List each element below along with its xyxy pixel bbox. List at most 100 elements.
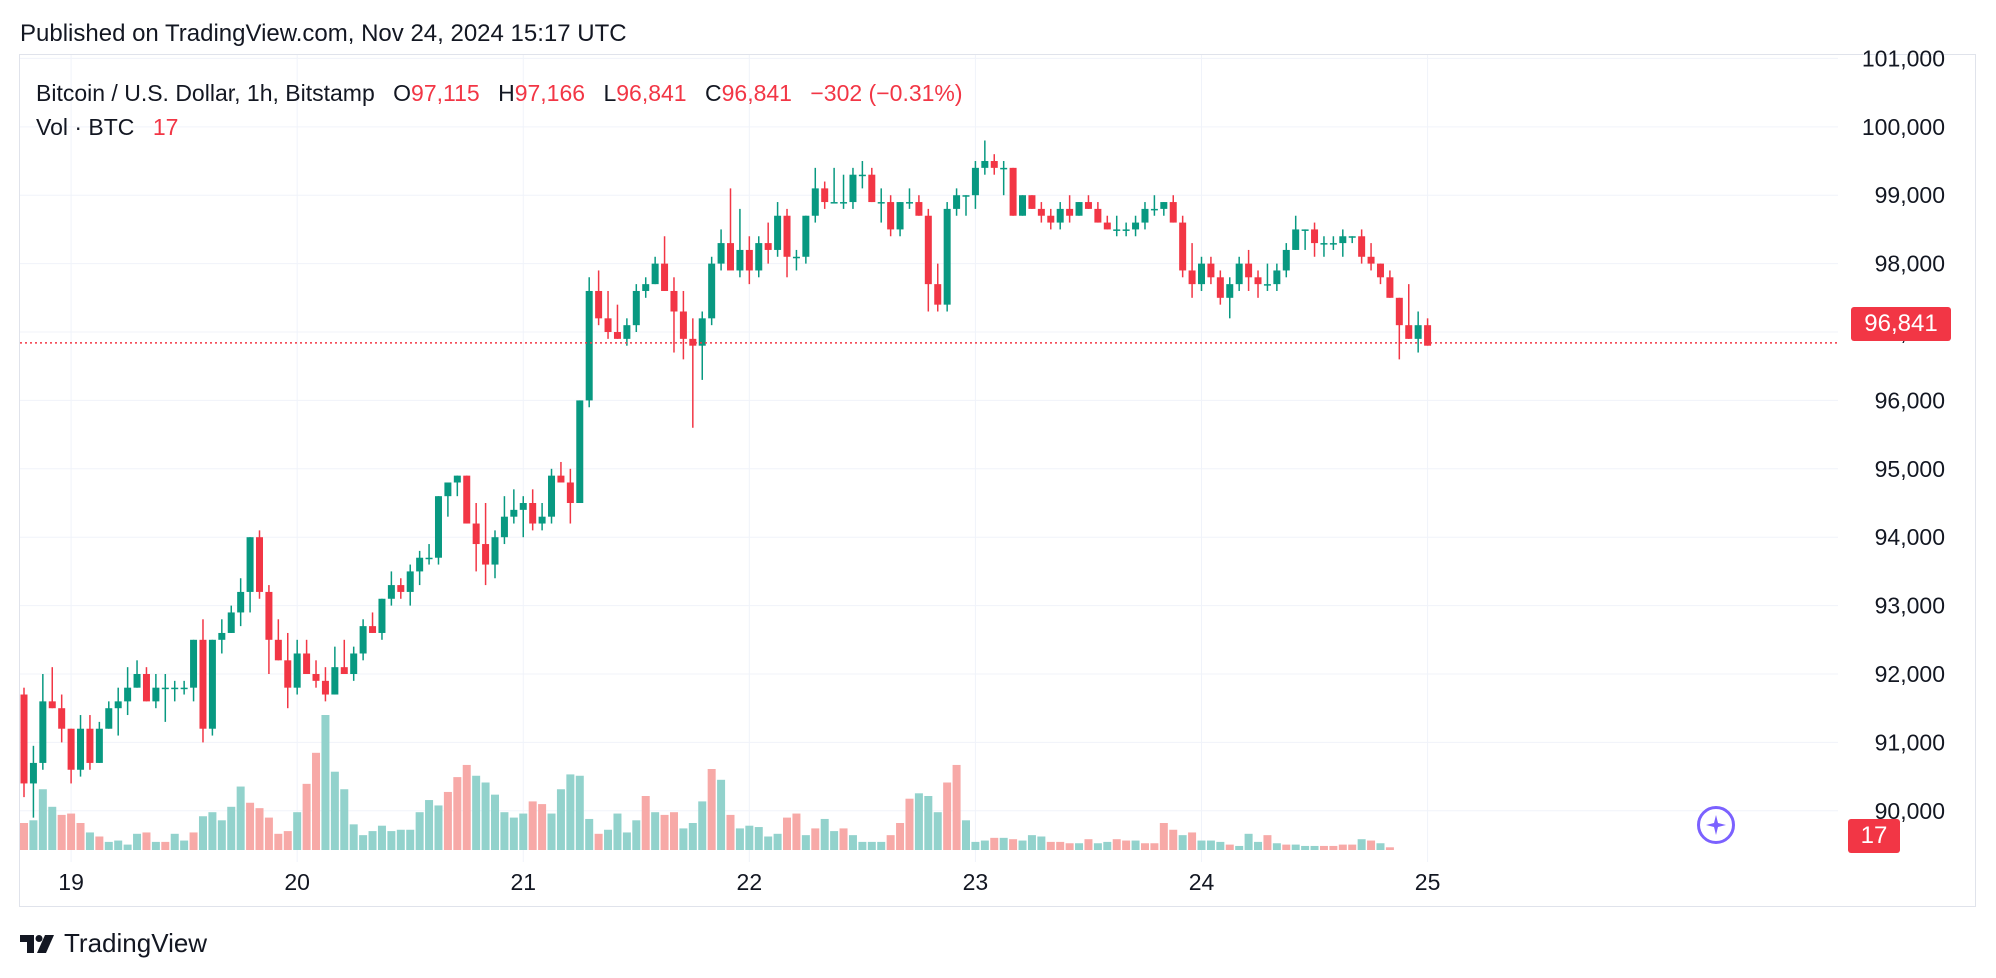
volume-bars [20,715,1394,850]
volume-bar [1122,840,1131,850]
candle [208,639,216,736]
volume-bar [1357,839,1366,850]
candle [962,195,970,216]
volume-bar [679,828,688,850]
candle [887,195,895,237]
candle-body [482,544,490,565]
candle [858,161,866,189]
candle-body [1414,325,1422,339]
candles [20,140,1432,818]
candle-body [67,728,75,770]
candle-body [463,475,471,524]
candle-body [1273,270,1281,285]
brand[interactable]: TradingView [20,928,207,959]
candle-body [208,639,216,729]
candle [642,277,650,298]
candle [453,475,461,497]
candle-body [1235,263,1243,285]
candle-body [500,516,508,538]
candle-body [783,215,791,257]
candle [1414,311,1422,353]
volume-bar [312,752,321,850]
volume-bar [811,828,820,850]
legend-volume-label[interactable]: Vol · BTC [36,114,135,140]
chart-legend: Bitcoin / U.S. Dollar, 1h, Bitstamp O97,… [36,76,963,144]
volume-bar [1018,840,1027,850]
candle-body [538,516,546,524]
candle-body [651,263,659,285]
candle [303,639,311,675]
volume-bar [641,796,650,850]
candle [274,619,282,661]
candle-body [1254,277,1262,285]
candle [482,503,490,586]
candle [1198,256,1205,291]
candle-body [708,263,716,319]
sparkle-icon [1706,815,1726,835]
volume-bar [1103,841,1112,850]
candle-body [877,202,885,204]
candle [840,174,848,209]
candle [1188,243,1196,298]
candle-body [519,503,527,510]
volume-bar [198,816,207,850]
volume-bar [1216,841,1225,850]
candle [1179,215,1187,278]
candle [491,530,499,579]
candle [1019,195,1027,216]
candle-body [510,509,518,517]
volume-bar [1263,835,1272,850]
candle-body [727,243,734,271]
candle-body [152,687,160,702]
volume-bar [1197,840,1206,850]
candle [133,660,141,688]
volume-bar [952,764,961,850]
y-tick-label: 99,000 [1875,182,1945,208]
candle [971,161,979,209]
candle-body [1066,208,1074,216]
candle [39,674,47,770]
volume-bar [556,789,565,850]
chart-frame [19,54,1976,907]
candle [566,468,574,524]
candle [585,277,593,408]
volume-bar [1159,823,1168,850]
volume-bar [575,775,584,850]
candle-body [48,701,56,709]
volume-bar [698,801,707,850]
volume-bar [349,824,358,850]
candle [77,715,85,777]
legend-symbol[interactable]: Bitcoin / U.S. Dollar, 1h, Bitstamp [36,80,375,106]
candle [444,482,452,517]
candle-body [227,612,235,633]
candle [434,496,442,565]
candle [1047,208,1055,230]
volume-bar [227,806,236,850]
volume-bar [1140,843,1149,850]
volume-bar [896,823,905,850]
candle-body [868,174,876,203]
candle [1329,236,1337,250]
x-axis: 19 20 21 22 23 24 25 [58,869,1440,895]
candle [868,167,876,203]
volume-bar [585,818,594,850]
candle-body [981,161,989,168]
volume-bar [368,831,377,850]
volume-bar [1282,844,1291,850]
candle [95,721,103,763]
candle [227,605,235,633]
volume-bar [170,833,179,850]
candle [1367,243,1375,271]
candle [199,619,207,743]
candle [1056,202,1064,230]
sparkle-button[interactable] [1697,806,1735,844]
candle [246,537,254,613]
candle-body [1056,208,1064,223]
candle-body [359,626,367,654]
candle-body [962,195,970,197]
volume-bar [848,835,857,850]
candle-body [265,591,273,640]
volume-bar [330,771,339,850]
volume-bar [1065,843,1074,850]
